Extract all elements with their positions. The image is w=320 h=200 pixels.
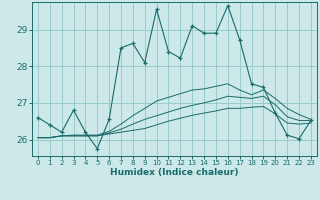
X-axis label: Humidex (Indice chaleur): Humidex (Indice chaleur) (110, 168, 239, 177)
